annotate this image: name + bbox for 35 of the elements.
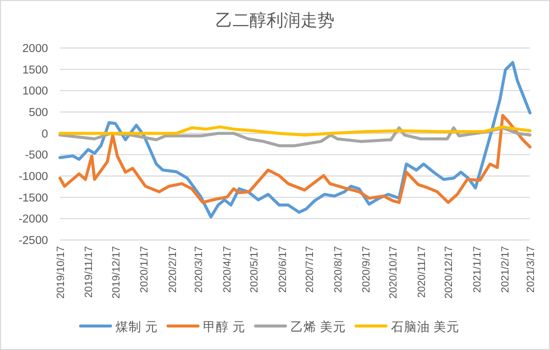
x-tick-label: 2021/2/17	[500, 246, 512, 293]
x-tick-label: 2021/1/17	[471, 246, 484, 293]
y-tick-label: -500	[24, 150, 48, 162]
x-tick-label: 2020/2/17	[166, 246, 179, 293]
x-tick-label: 2020/6/17	[276, 246, 289, 293]
y-tick-label: 1000	[22, 86, 48, 98]
y-tick-label: -2500	[18, 235, 48, 247]
x-tick-label: 2020/4/17	[221, 246, 234, 293]
x-tick-label: 2020/9/17	[360, 246, 372, 293]
y-tick-label: 2000	[22, 43, 48, 55]
x-tick-label: 2020/5/17	[248, 246, 261, 293]
x-tick-label: 2021/3/17	[525, 246, 537, 293]
x-tick-label: 2020/11/17	[416, 246, 428, 298]
x-tick-label: 2020/12/17	[443, 246, 456, 299]
legend-label: 乙烯 美元	[290, 319, 346, 334]
y-tick-label: -2000	[18, 214, 48, 226]
line-series	[58, 114, 532, 204]
chart-title: 乙二醇利润走势	[216, 11, 334, 30]
y-tick-label: 0	[42, 128, 48, 140]
x-tick-label: 2020/8/17	[332, 246, 344, 293]
x-tick-label: 2020/7/17	[304, 246, 316, 293]
y-tick-label: -1500	[18, 192, 48, 204]
legend-label: 煤制 元	[116, 320, 158, 334]
y-tick-label: 500	[28, 107, 48, 119]
x-tick-label: 2020/10/17	[388, 246, 400, 299]
y-tick-label: -1000	[18, 171, 48, 183]
legend-label: 石脑油 美元	[390, 319, 460, 334]
y-tick-label: 1500	[22, 64, 48, 76]
legend-label: 甲醇 元	[203, 320, 246, 334]
line-series	[58, 125, 532, 137]
x-tick-label: 2019/10/17	[55, 246, 67, 299]
x-tick-label: 2019/11/17	[83, 246, 96, 298]
x-tick-label: 2020/3/17	[193, 246, 206, 293]
x-tick-label: 2019/12/17	[110, 246, 122, 299]
x-tick-label: 2020/1/17	[138, 246, 151, 293]
